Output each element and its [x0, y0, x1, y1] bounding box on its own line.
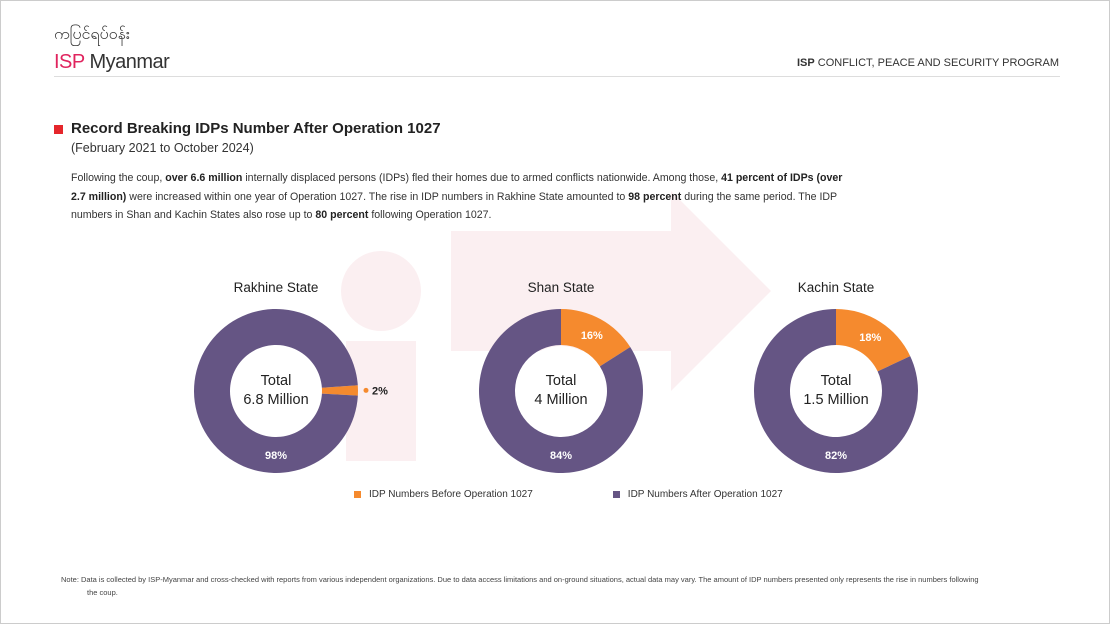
donut-hole — [231, 346, 321, 436]
data-label: 98% — [265, 450, 287, 462]
chart-title-shan: Shan State — [527, 280, 595, 295]
isp-myanmar-logo: ISP Myanmar — [54, 51, 170, 74]
summary-paragraph: Following the coup, over 6.6 million int… — [71, 169, 851, 225]
para-bold: 80 percent — [315, 209, 369, 221]
chart-title-kachin: Kachin State — [797, 280, 875, 295]
section-title: Record Breaking IDPs Number After Operat… — [71, 120, 441, 137]
section-subtitle: (February 2021 to October 2024) — [71, 141, 254, 155]
center-label: 6.8 Million — [243, 392, 308, 408]
footnote: Note: Data is collected by ISP-Myanmar a… — [61, 575, 979, 597]
data-label: 18% — [859, 332, 881, 344]
program-bold: ISP — [796, 57, 815, 69]
legend-swatch-after — [612, 491, 620, 498]
legend-label: IDP Numbers After Operation 1027 — [627, 489, 783, 500]
donut-hole — [516, 346, 606, 436]
legend-item-after: IDP Numbers After Operation 1027 — [612, 489, 783, 500]
label-marker — [363, 387, 369, 393]
donut-slice-after — [193, 308, 358, 473]
header-divider — [54, 76, 1060, 77]
legend-item-before: IDP Numbers Before Operation 1027 — [354, 489, 533, 500]
para-text: were increased within one year of Operat… — [126, 190, 629, 203]
data-label: 16% — [581, 330, 603, 342]
center-label: Total — [546, 373, 577, 389]
data-label: 84% — [550, 450, 572, 462]
logo-myanmar-text: ကပြင်ရပ်ဝန်း — [54, 26, 130, 43]
donut-hole — [791, 346, 881, 436]
para-bold: 98 percent — [628, 190, 682, 203]
donut-slice-after — [478, 308, 643, 473]
para-text: internally displaced persons (IDPs) fled… — [242, 172, 722, 184]
logo-name: Myanmar — [89, 51, 170, 73]
para-text: during the same period. The IDP numbers … — [71, 190, 837, 222]
section-bullet-icon — [54, 125, 63, 134]
center-label: 1.5 Million — [803, 392, 868, 408]
donut-slice-before — [561, 309, 631, 367]
donut-slice-before — [321, 385, 358, 396]
donut-slice-before — [836, 309, 911, 372]
para-bold: over 6.6 million — [165, 172, 243, 184]
chart-title-rakhine: Rakhine State — [233, 280, 319, 295]
legend: IDP Numbers Before Operation 1027 IDP Nu… — [354, 489, 783, 500]
para-text: following Operation 1027. — [368, 209, 492, 221]
data-label: 82% — [825, 450, 847, 462]
center-label: 4 Million — [534, 392, 587, 408]
legend-label: IDP Numbers Before Operation 1027 — [369, 489, 533, 500]
center-label: Total — [261, 373, 292, 389]
data-label: 2% — [372, 385, 388, 397]
para-bold: 41 percent of IDPs (over 2.7 million) — [71, 172, 843, 203]
para-text: Following the coup, — [71, 172, 166, 184]
donut-slice-after — [754, 309, 918, 473]
logo-isp: ISP — [54, 51, 85, 73]
program-name: ISP CONFLICT, PEACE AND SECURITY PROGRAM — [797, 57, 1059, 69]
legend-swatch-before — [354, 491, 361, 498]
program-rest: CONFLICT, PEACE AND SECURITY PROGRAM — [817, 57, 1059, 69]
center-label: Total — [821, 373, 852, 389]
